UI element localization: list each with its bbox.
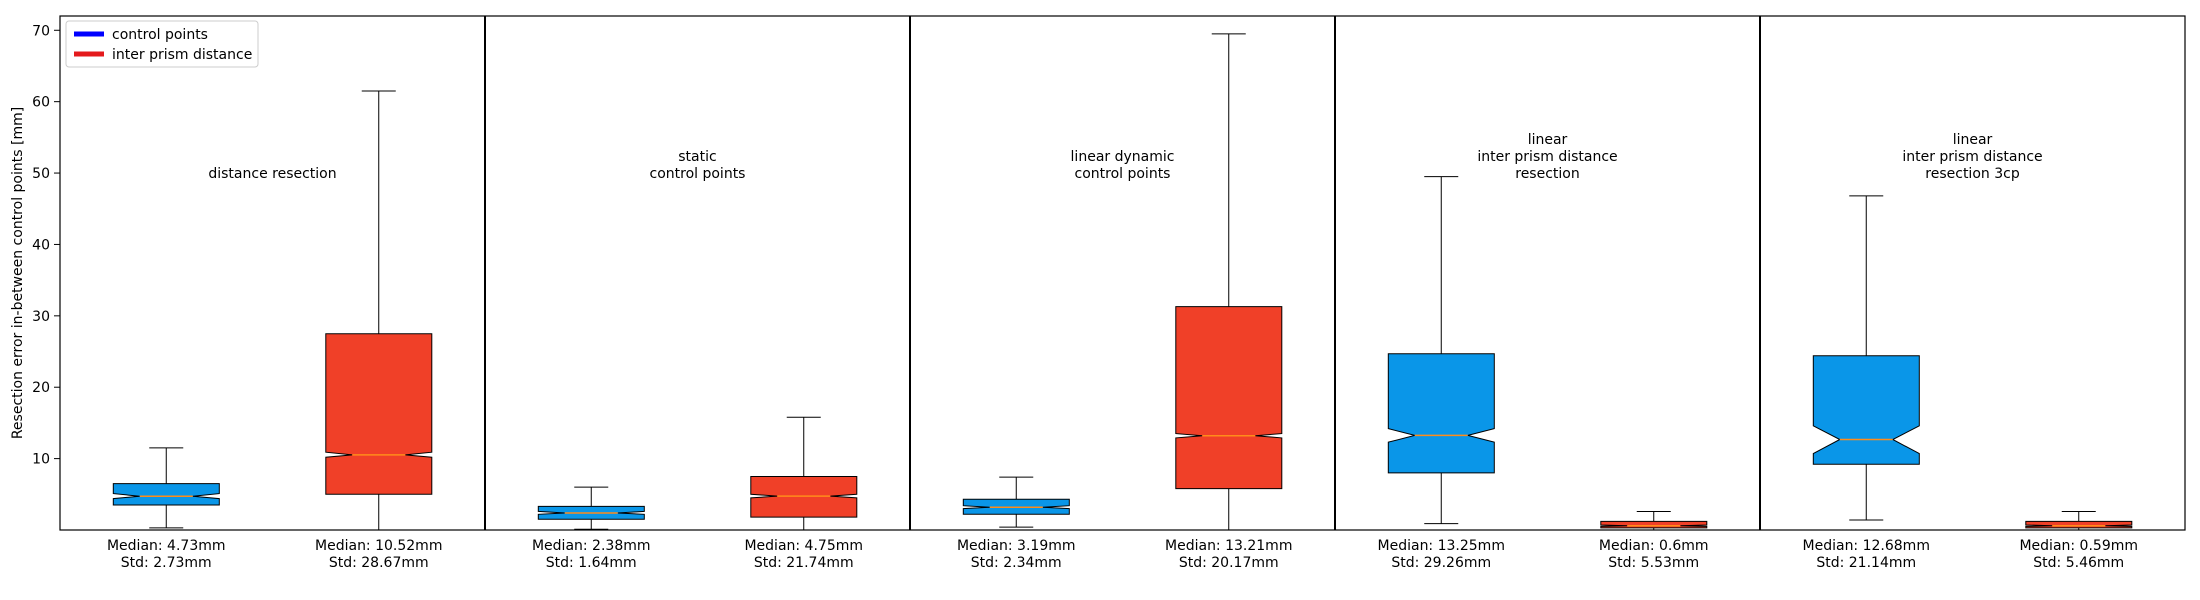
group-label-line: resection — [1515, 166, 1579, 182]
std-label: Std: 2.34mm — [971, 555, 1062, 571]
std-label: Std: 20.17mm — [1179, 555, 1279, 571]
y-tick-label: 20 — [32, 380, 50, 396]
group-label: linear dynamic control points — [1071, 149, 1175, 182]
box-body — [1175, 306, 1283, 490]
median-label: Median: 2.38mm — [532, 538, 651, 554]
median-label: Median: 4.75mm — [744, 538, 863, 554]
box-body — [1387, 353, 1495, 474]
std-label: Std: 2.73mm — [121, 555, 212, 571]
group-label: distance resection — [208, 166, 336, 182]
box-body — [112, 483, 220, 506]
std-label: Std: 21.74mm — [754, 555, 854, 571]
median-label: Median: 0.6mm — [1599, 538, 1709, 554]
legend-label: control points — [112, 27, 208, 43]
box-body — [325, 333, 433, 495]
box-body — [1600, 520, 1708, 529]
median-label: Median: 3.19mm — [957, 538, 1076, 554]
boxes-layer — [112, 33, 2133, 530]
legend: control points inter prism distance — [65, 20, 259, 68]
group-label-line: linear — [1953, 132, 1993, 148]
group-label-line: resection 3cp — [1925, 166, 2020, 182]
group-label: linear inter prism distance resection — [1477, 132, 1617, 182]
std-label: Std: 29.26mm — [1391, 555, 1491, 571]
group-label: linear inter prism distance resection 3cp — [1902, 132, 2042, 182]
median-label: Median: 13.21mm — [1165, 538, 1292, 554]
y-tick-label: 60 — [32, 95, 50, 111]
box-body — [2025, 520, 2133, 529]
y-axis: 10 20 30 40 50 60 70 — [32, 23, 60, 468]
y-tick-label: 30 — [32, 309, 50, 325]
std-label: Std: 5.46mm — [2033, 555, 2124, 571]
y-tick-label: 70 — [32, 23, 50, 39]
box-body — [1812, 355, 1920, 465]
group-label-line: control points — [1075, 166, 1171, 182]
median-label: Median: 13.25mm — [1378, 538, 1505, 554]
group-label-line: static — [678, 149, 716, 165]
group-label-line: linear — [1528, 132, 1568, 148]
y-axis-label: Resection error in-between control point… — [10, 107, 26, 439]
group-label-line: linear dynamic — [1071, 149, 1175, 165]
median-label: Median: 12.68mm — [1803, 538, 1930, 554]
group-label-line: inter prism distance — [1902, 149, 2042, 165]
y-tick-label: 40 — [32, 237, 50, 253]
median-label: Median: 4.73mm — [107, 538, 226, 554]
plot-frame — [59, 15, 2186, 531]
std-label: Std: 28.67mm — [329, 555, 429, 571]
std-label: Std: 5.53mm — [1608, 555, 1699, 571]
y-tick-label: 50 — [32, 166, 50, 182]
y-tick-label: 10 — [32, 452, 50, 468]
group-label-line: distance resection — [208, 166, 336, 182]
std-label: Std: 21.14mm — [1816, 555, 1916, 571]
group-label-line: control points — [650, 166, 746, 182]
median-label: Median: 10.52mm — [315, 538, 442, 554]
legend-label: inter prism distance — [112, 47, 252, 63]
legend-box — [65, 20, 259, 68]
group-separators — [484, 16, 1761, 530]
group-label: static control points — [650, 149, 746, 182]
group-label-line: inter prism distance — [1477, 149, 1617, 165]
std-label: Std: 1.64mm — [546, 555, 637, 571]
median-label: Median: 0.59mm — [2019, 538, 2138, 554]
